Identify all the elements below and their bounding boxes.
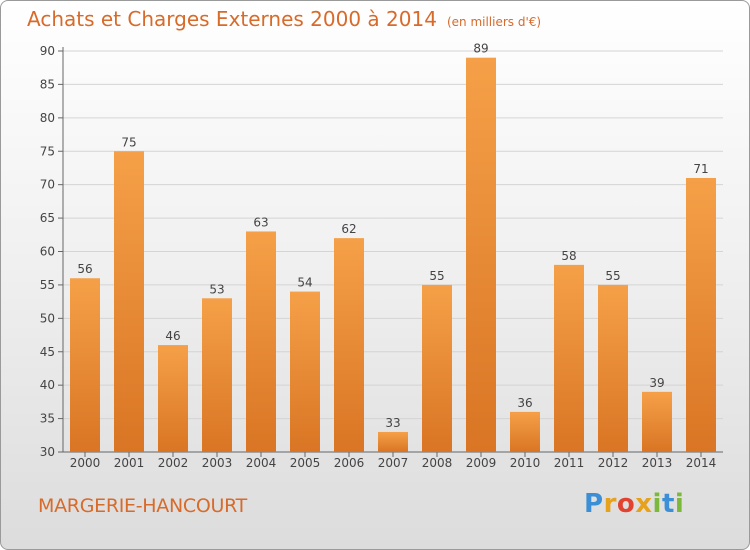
logo-letter: P (584, 489, 604, 519)
data-label-2014: 71 (693, 162, 708, 176)
x-tick-label-2007: 2007 (378, 456, 409, 470)
data-label-2012: 55 (605, 269, 620, 283)
y-tick-label: 70 (40, 178, 55, 192)
bars (70, 57, 716, 452)
y-tick-label: 65 (40, 211, 55, 225)
bar-2001 (114, 151, 144, 452)
bar-2007 (378, 431, 408, 452)
logo-letter: i (652, 489, 662, 519)
y-tick-label: 35 (40, 412, 55, 426)
x-tick-label-2005: 2005 (290, 456, 321, 470)
data-label-2013: 39 (649, 376, 664, 390)
title-line: Achats et Charges Externes 2000 à 2014 (e… (27, 7, 541, 31)
x-tick-label-2003: 2003 (202, 456, 233, 470)
data-label-2005: 54 (297, 276, 312, 290)
y-tick-label: 40 (40, 378, 55, 392)
x-tick-label-2010: 2010 (510, 456, 541, 470)
bar-2003 (202, 298, 232, 452)
bar-2010 (510, 411, 540, 452)
data-label-2008: 55 (429, 269, 444, 283)
data-label-2004: 63 (253, 215, 268, 229)
bar-2012 (598, 284, 628, 452)
data-labels: 56 75 46 53 63 54 62 33 55 89 36 58 55 39 71 (77, 42, 708, 430)
y-tick-label: 55 (40, 278, 55, 292)
y-tick-label: 45 (40, 345, 55, 359)
data-label-2009: 89 (473, 42, 488, 56)
bar-2013 (642, 391, 672, 452)
data-label-2002: 46 (165, 329, 180, 343)
y-tick-label: 90 (40, 44, 55, 58)
y-tick-label: 30 (40, 445, 55, 459)
data-label-2000: 56 (77, 262, 92, 276)
y-tick-label: 75 (40, 144, 55, 158)
x-tick-label-2001: 2001 (114, 456, 145, 470)
x-tick-label-2008: 2008 (422, 456, 453, 470)
chart-title: Achats et Charges Externes 2000 à 2014 (27, 7, 437, 31)
y-tick-label: 60 (40, 245, 55, 259)
y-tick-label: 85 (40, 77, 55, 91)
axes: 30 35 40 45 50 55 60 65 70 75 80 85 90 2000 2001 2002 20… (40, 44, 723, 470)
bar-2011 (554, 264, 584, 452)
bar-2005 (290, 291, 320, 452)
data-label-2010: 36 (517, 396, 532, 410)
x-tick-label-2014: 2014 (686, 456, 717, 470)
x-tick-label-2004: 2004 (246, 456, 277, 470)
data-label-2011: 58 (561, 249, 576, 263)
bar-2006 (334, 238, 364, 452)
logo-letter: r (603, 489, 617, 519)
x-tick-label-2002: 2002 (158, 456, 189, 470)
data-label-2006: 62 (341, 222, 356, 236)
x-tick-label-2011: 2011 (554, 456, 585, 470)
bar-2000 (70, 278, 100, 452)
data-label-2001: 75 (121, 135, 136, 149)
y-tick-label: 80 (40, 111, 55, 125)
bar-2004 (246, 231, 276, 452)
bar-2009 (466, 57, 496, 452)
logo-letter: t (661, 489, 675, 519)
logo-letter: i (674, 489, 685, 519)
bar-2002 (158, 345, 188, 452)
x-tick-label-2012: 2012 (598, 456, 629, 470)
proxiti-logo[interactable]: Proxiti (584, 489, 684, 519)
bar-2014 (686, 177, 716, 452)
chart-subtitle: (en milliers d'€) (446, 15, 542, 29)
bar-2008 (422, 284, 452, 452)
data-label-2007: 33 (385, 416, 400, 430)
logo-letter: o (616, 489, 636, 519)
logo-letter: x (635, 489, 653, 519)
x-tick-label-2013: 2013 (642, 456, 673, 470)
data-label-2003: 53 (209, 282, 224, 296)
commune-name: MARGERIE-HANCOURT (38, 495, 247, 517)
y-tick-label: 50 (40, 311, 55, 325)
x-tick-label-2000: 2000 (70, 456, 101, 470)
x-tick-label-2009: 2009 (466, 456, 497, 470)
x-tick-label-2006: 2006 (334, 456, 365, 470)
